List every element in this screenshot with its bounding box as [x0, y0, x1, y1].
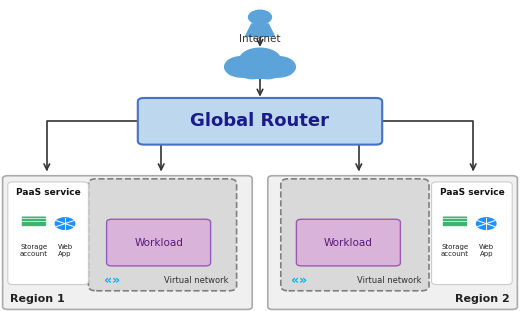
Circle shape: [225, 57, 259, 77]
FancyBboxPatch shape: [107, 219, 211, 266]
FancyBboxPatch shape: [88, 179, 237, 291]
Circle shape: [476, 218, 496, 230]
FancyBboxPatch shape: [281, 179, 429, 291]
FancyBboxPatch shape: [443, 216, 467, 221]
Circle shape: [261, 57, 295, 77]
Text: Storage
account: Storage account: [20, 244, 48, 257]
FancyBboxPatch shape: [443, 221, 467, 227]
Text: Web
App: Web App: [57, 244, 73, 257]
Text: Region 2: Region 2: [455, 294, 510, 304]
Circle shape: [253, 61, 282, 79]
Circle shape: [244, 60, 276, 78]
FancyBboxPatch shape: [21, 221, 46, 227]
Text: Workload: Workload: [324, 238, 373, 248]
Circle shape: [249, 10, 271, 24]
FancyBboxPatch shape: [443, 219, 467, 224]
Text: Storage
account: Storage account: [441, 244, 469, 257]
Text: PaaS service: PaaS service: [439, 188, 504, 197]
Text: «»: «»: [291, 273, 307, 286]
FancyBboxPatch shape: [3, 176, 252, 309]
Text: Workload: Workload: [134, 238, 183, 248]
FancyBboxPatch shape: [268, 176, 517, 309]
Text: Global Router: Global Router: [190, 112, 330, 130]
Text: «»: «»: [103, 273, 120, 286]
Circle shape: [238, 61, 267, 79]
Text: Virtual network: Virtual network: [164, 276, 229, 285]
Circle shape: [55, 218, 75, 230]
Text: Region 1: Region 1: [10, 294, 65, 304]
Text: Virtual network: Virtual network: [357, 276, 421, 285]
Circle shape: [239, 48, 281, 73]
Text: Web
App: Web App: [478, 244, 494, 257]
FancyBboxPatch shape: [296, 219, 400, 266]
Text: Internet: Internet: [239, 34, 281, 44]
Polygon shape: [245, 24, 275, 36]
FancyBboxPatch shape: [432, 182, 512, 285]
Text: PaaS service: PaaS service: [16, 188, 81, 197]
FancyBboxPatch shape: [21, 216, 46, 221]
FancyBboxPatch shape: [21, 219, 46, 224]
FancyBboxPatch shape: [8, 182, 88, 285]
FancyBboxPatch shape: [138, 98, 382, 145]
